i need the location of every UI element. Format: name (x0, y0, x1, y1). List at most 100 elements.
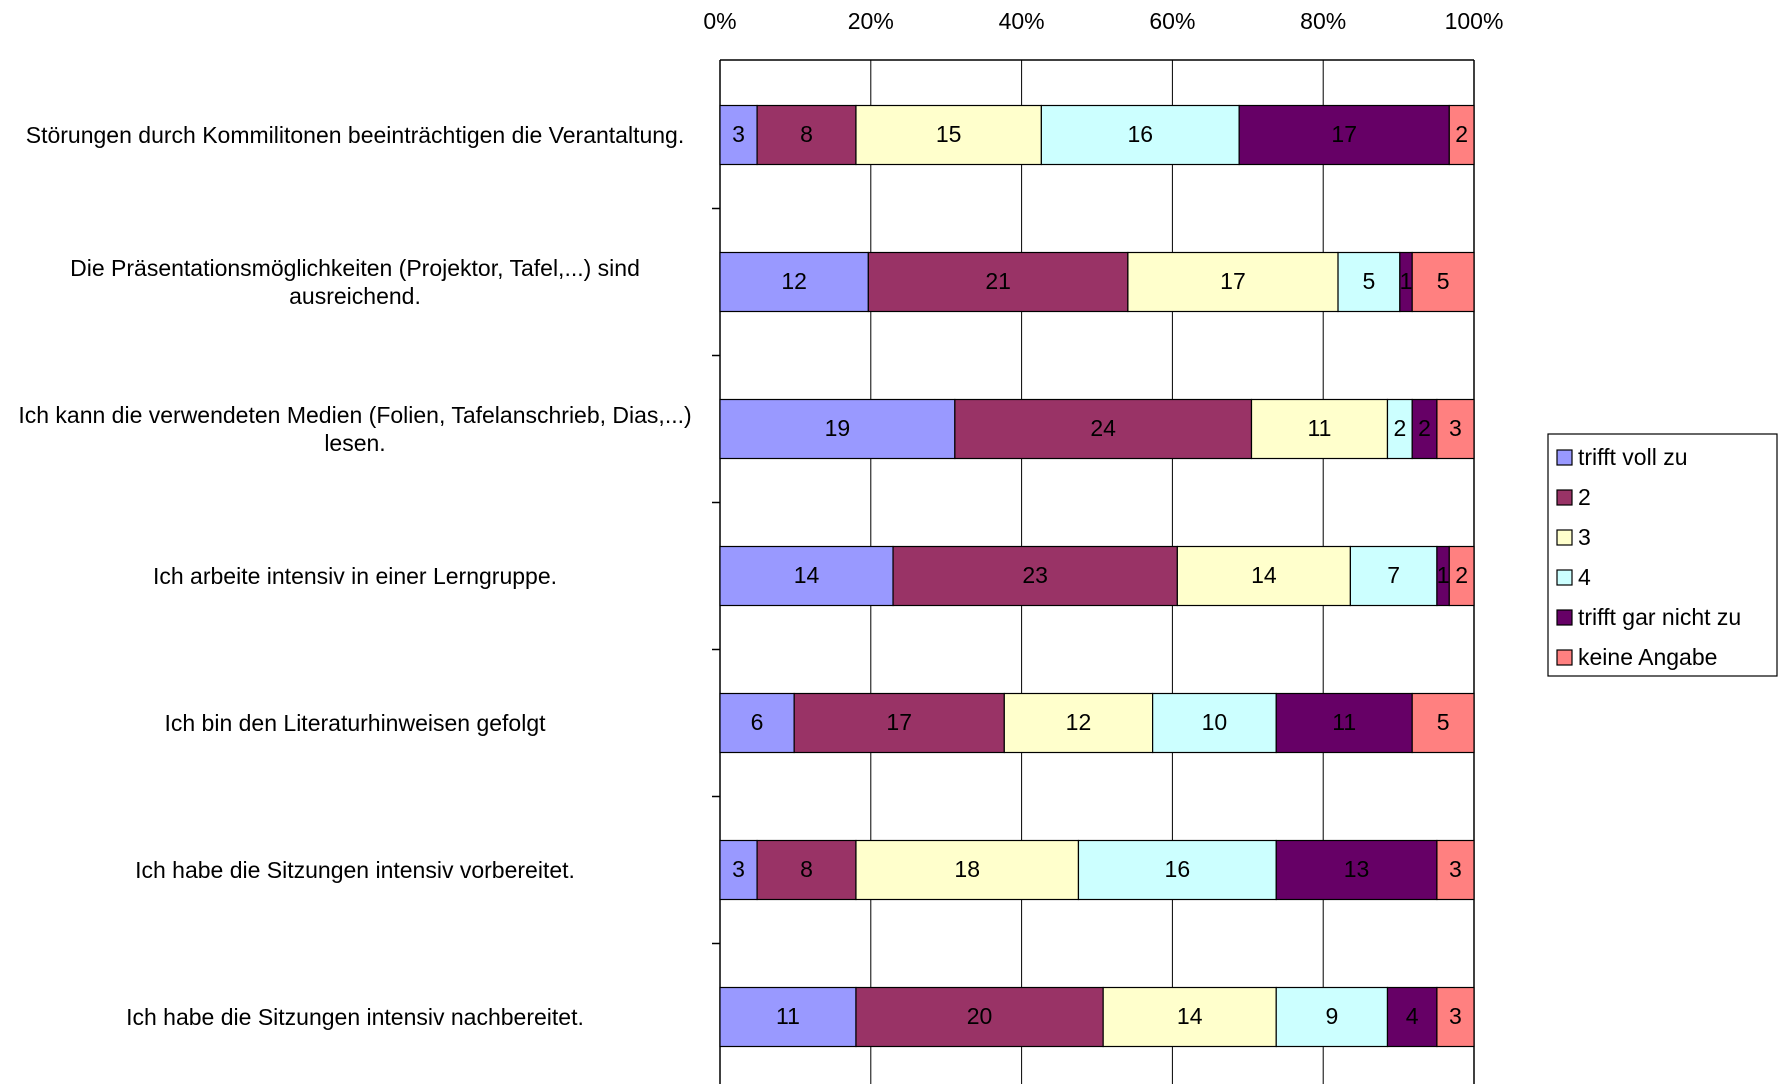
data-label: 2 (1455, 562, 1468, 588)
bar-segment (1386, 398, 1413, 460)
bar-segment (1436, 839, 1475, 901)
data-label: 7 (1387, 562, 1400, 588)
data-label: 3 (732, 121, 745, 147)
category-label: Ich habe die Sitzungen intensiv nachbere… (126, 1004, 584, 1030)
data-label: 3 (732, 856, 745, 882)
data-label: 16 (1165, 856, 1191, 882)
data-label: 11 (1308, 415, 1332, 441)
data-label: 3 (1449, 856, 1462, 882)
x-tick-label: 60% (1149, 8, 1195, 34)
bar-segment (1127, 251, 1339, 313)
data-label: 15 (936, 121, 962, 147)
bar-segment (719, 692, 795, 754)
bar-segment (855, 839, 1080, 901)
x-tick-label: 100% (1445, 8, 1504, 34)
category-label: Ich arbeite intensiv in einer Lerngruppe… (152, 563, 558, 589)
data-label: 2 (1418, 415, 1431, 441)
legend-label: 2 (1578, 484, 1591, 510)
data-label: 12 (1066, 709, 1092, 735)
legend-label: keine Angabe (1578, 644, 1717, 670)
bar-segment (954, 398, 1253, 460)
data-label: 14 (794, 562, 820, 588)
category-label: Ich habe die Sitzungen intensiv vorberei… (135, 857, 575, 883)
bar-segment (1386, 986, 1438, 1048)
bar-segment (1238, 104, 1450, 166)
data-label: 1 (1400, 268, 1413, 294)
data-label: 13 (1344, 856, 1370, 882)
data-label: 2 (1455, 121, 1468, 147)
bar-segment (855, 986, 1104, 1048)
bar-segment (855, 104, 1042, 166)
data-label: 14 (1177, 1003, 1203, 1029)
x-tick-label: 40% (999, 8, 1045, 34)
data-label: 21 (985, 268, 1011, 294)
x-tick-label: 0% (703, 8, 736, 34)
legend-swatch (1556, 649, 1573, 666)
data-label: 1 (1437, 562, 1450, 588)
data-label: 17 (1220, 268, 1246, 294)
data-label: 14 (1251, 562, 1277, 588)
data-label: 24 (1090, 415, 1116, 441)
data-label: 11 (776, 1003, 800, 1029)
bar-segment (719, 251, 869, 313)
x-tick-label: 80% (1300, 8, 1346, 34)
category-label: Ich bin den Literaturhinweisen gefolgt (164, 710, 546, 736)
bar-segment (1102, 986, 1277, 1048)
data-label: 9 (1325, 1003, 1338, 1029)
data-label: 8 (800, 856, 813, 882)
data-label: 18 (954, 856, 980, 882)
legend-swatch (1556, 489, 1573, 506)
bar-segment (1411, 692, 1475, 754)
legend-box (1547, 433, 1778, 677)
bar-segment (1349, 545, 1438, 607)
bar-segment (1275, 692, 1413, 754)
data-label: 4 (1406, 1003, 1419, 1029)
data-label: 17 (1331, 121, 1357, 147)
bar-segment (1003, 692, 1154, 754)
data-label: 10 (1202, 709, 1228, 735)
legend-label: trifft voll zu (1578, 444, 1688, 470)
data-label: 5 (1437, 268, 1450, 294)
bar-segment (1448, 545, 1475, 607)
legend-label: trifft gar nicht zu (1578, 604, 1741, 630)
bar-segment (719, 545, 894, 607)
data-label: 12 (781, 268, 807, 294)
legend-label: 4 (1578, 564, 1591, 590)
x-tick-label: 20% (848, 8, 894, 34)
legend-swatch (1556, 569, 1573, 586)
bar-segment (1275, 986, 1389, 1048)
data-label: 8 (800, 121, 813, 147)
category-label: Die Präsentationsmöglichkeiten (Projekto… (70, 255, 640, 309)
bar-segment (1176, 545, 1351, 607)
legend-swatch (1556, 609, 1573, 626)
data-label: 17 (886, 709, 912, 735)
data-label: 11 (1332, 709, 1356, 735)
bar-segment (1337, 251, 1401, 313)
bar-segment (1436, 986, 1475, 1048)
data-label: 3 (1449, 1003, 1462, 1029)
bar-segment (756, 839, 857, 901)
bar-segment (1411, 251, 1475, 313)
legend-swatch (1556, 529, 1573, 546)
data-label: 20 (967, 1003, 993, 1029)
legend-swatch (1556, 449, 1573, 466)
data-label: 16 (1127, 121, 1153, 147)
data-label: 2 (1393, 415, 1406, 441)
bar-segment (1152, 692, 1277, 754)
bar-segment (1077, 839, 1277, 901)
data-label: 19 (825, 415, 851, 441)
bar-segment (719, 839, 758, 901)
bar-segment (1411, 398, 1438, 460)
bar-segment (867, 251, 1129, 313)
category-label: Ich kann die verwendeten Medien (Folien,… (18, 402, 692, 456)
bar-segment (1275, 839, 1438, 901)
legend-label: 3 (1578, 524, 1591, 550)
bar-segment (892, 545, 1178, 607)
bar-segment (1448, 104, 1475, 166)
data-label: 5 (1437, 709, 1450, 735)
data-label: 5 (1363, 268, 1376, 294)
bar-segment (1436, 398, 1475, 460)
category-label: Störungen durch Kommilitonen beeinträcht… (25, 122, 685, 148)
